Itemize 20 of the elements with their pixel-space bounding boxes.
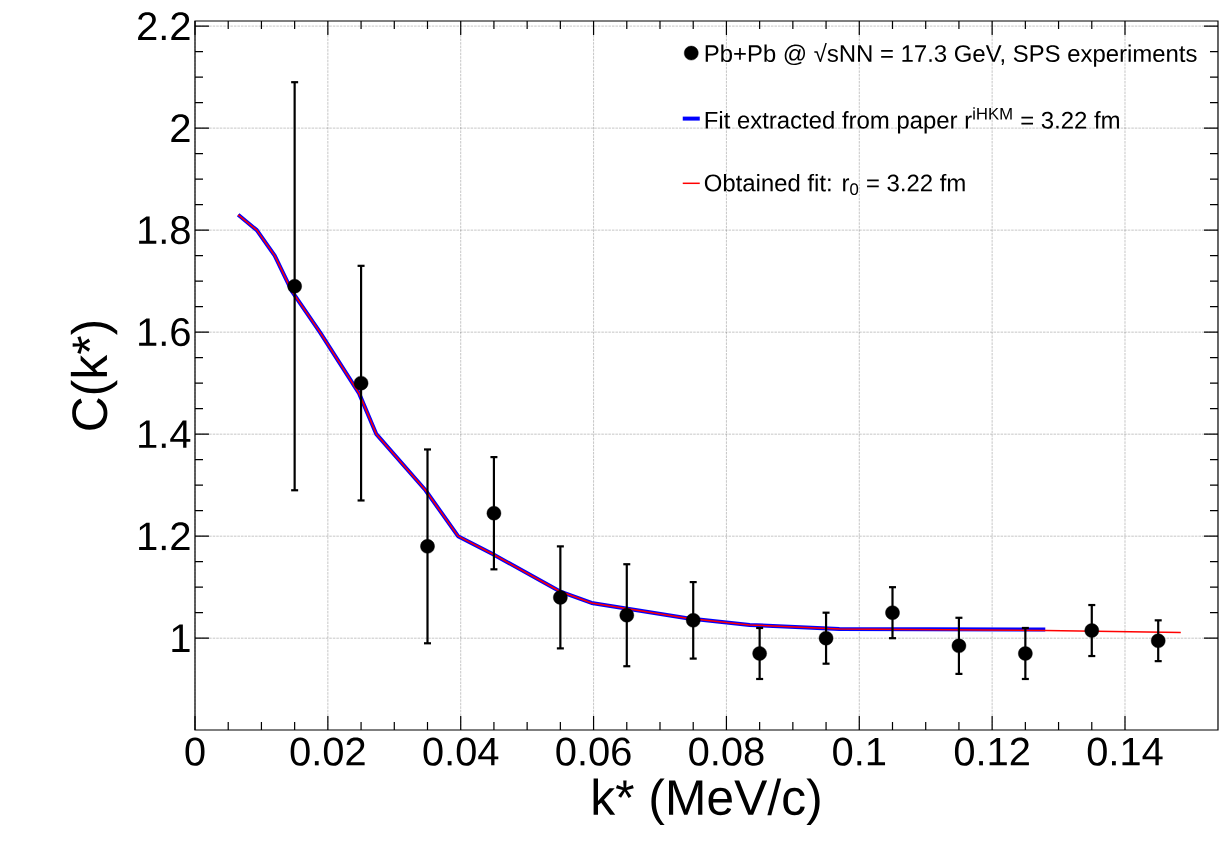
x-tick-label: 0 (185, 737, 205, 766)
x-tick-label: 0.12 (954, 737, 1029, 766)
legend-label: Pb+Pb @ √sNN = 17.3 GeV, SPS experiments (705, 42, 1197, 67)
x-tick-label: 0.02 (290, 737, 365, 766)
y-tick-label: 1.8 (139, 216, 190, 245)
y-tick-label: 1 (172, 624, 190, 652)
legend-label: Obtained fit: r$_{0}$ = 3.22 fm (704, 173, 965, 196)
x-tick-label: 0.06 (556, 737, 631, 766)
y-tick-label: 2 (171, 114, 190, 143)
y-tick-label: 1.4 (139, 420, 191, 448)
x-tick-label: 0.14 (1087, 737, 1163, 766)
y-tick-label: 1.2 (139, 522, 190, 551)
x-tick-label: 0.1 (833, 737, 886, 766)
y-tick-label: 1.6 (139, 318, 190, 347)
x-tick-label: 0.08 (689, 737, 764, 766)
x-tick-label: 0.04 (423, 737, 499, 766)
y-tick-label: 2.2 (138, 12, 190, 41)
x-axis-title: k* (MeV/c) (593, 778, 820, 825)
y-axis-title: C(k*) (70, 321, 118, 430)
legend-label: Fit extracted from paper r$^{iHKM}$ = 3.22 fm (705, 107, 1119, 134)
